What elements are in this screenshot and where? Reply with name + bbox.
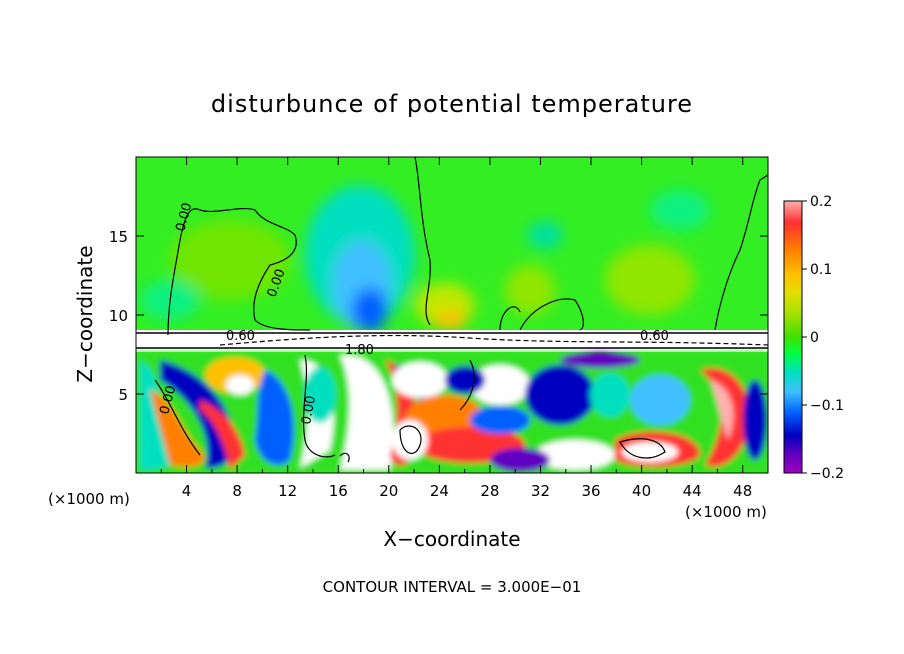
y-tick-label: 5 <box>118 386 128 404</box>
contour-label: 0.00 <box>173 201 195 233</box>
x-tick-label: 36 <box>581 482 600 500</box>
x-tick-label: 40 <box>632 482 651 500</box>
x-unit-left: (×1000 m) <box>48 490 130 508</box>
plot-area: 0.00 0.00 0.60 1.80 0.60 0.00 0.00 <box>136 157 768 473</box>
colorbar-tick-label: 0 <box>810 330 819 346</box>
contour-label: 0.60 <box>226 329 255 344</box>
x-tick-label: 16 <box>329 482 348 500</box>
inversion-band <box>136 330 768 352</box>
colorbar-tick-label: −0.1 <box>810 398 844 414</box>
x-axis: 4 8 12 16 20 24 28 32 36 40 44 48 <box>160 157 752 500</box>
contour-label-group: 0.00 0.00 0.60 1.80 0.60 0.00 0.00 <box>157 201 669 426</box>
upper-field-blobs <box>140 185 710 332</box>
colorbar-tick-label: 0.2 <box>810 194 832 210</box>
x-tick-label: 12 <box>278 482 297 500</box>
y-axis-label: Z−coordinate <box>73 245 97 382</box>
colorbar: 0.2 0.1 0 −0.1 −0.2 <box>783 194 844 482</box>
y-tick-label: 15 <box>109 228 128 246</box>
y-tick-label: 10 <box>109 307 128 325</box>
x-tick-label: 4 <box>182 482 192 500</box>
colorbar-ticks: 0.2 0.1 0 −0.1 −0.2 <box>802 194 844 482</box>
x-unit-right: (×1000 m) <box>685 503 767 521</box>
x-axis-label: X−coordinate <box>383 527 520 551</box>
contour-interval-note: CONTOUR INTERVAL = 3.000E−01 <box>323 578 582 596</box>
colorbar-tick-label: −0.2 <box>810 466 844 482</box>
chart-title: disturbunce of potential temperature <box>211 90 693 118</box>
x-tick-label: 48 <box>733 482 752 500</box>
x-tick-label: 32 <box>531 482 550 500</box>
colorbar-gradient <box>783 200 803 474</box>
contour-label: 0.60 <box>640 329 669 344</box>
contour-label: 0.00 <box>157 384 179 416</box>
x-tick-label: 44 <box>683 482 702 500</box>
y-axis: 5 10 15 <box>109 228 768 404</box>
lower-field <box>136 352 768 473</box>
contour-lines <box>136 157 768 463</box>
x-tick-label: 20 <box>379 482 398 500</box>
contour-label: 1.80 <box>345 343 374 358</box>
colorbar-tick-label: 0.1 <box>810 262 832 278</box>
contour-label: 0.00 <box>299 395 319 426</box>
x-tick-label: 24 <box>430 482 449 500</box>
x-tick-label: 8 <box>232 482 242 500</box>
x-tick-label: 28 <box>480 482 499 500</box>
